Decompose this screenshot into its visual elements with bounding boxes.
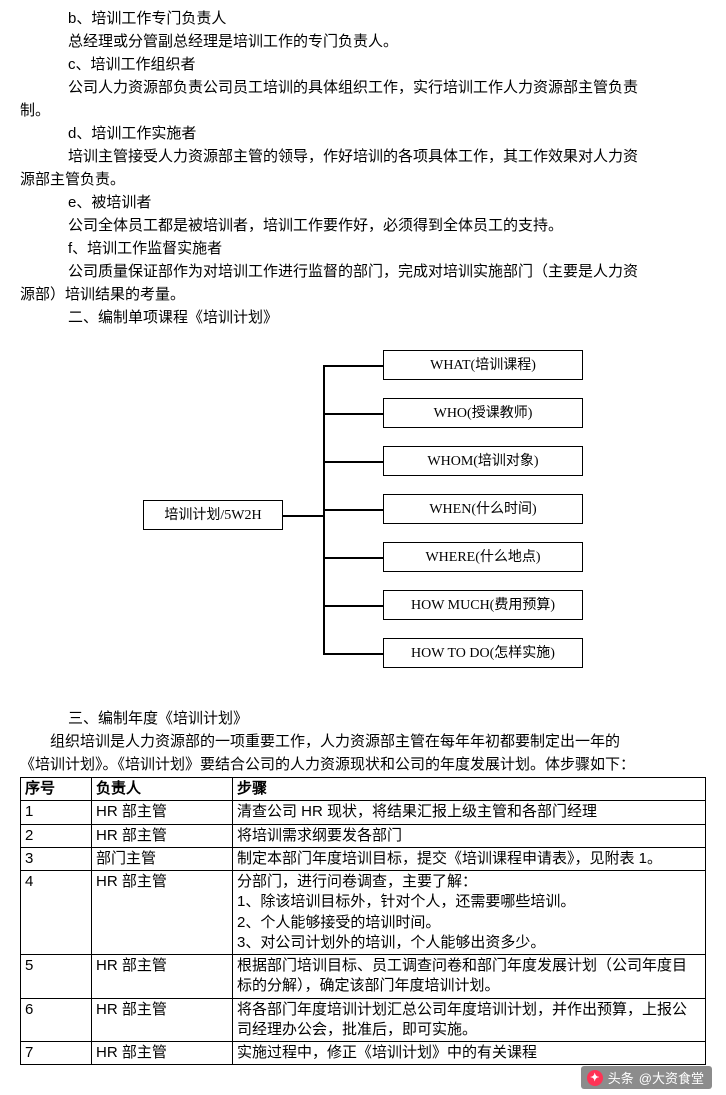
watermark-author: @大资食堂 bbox=[639, 1068, 704, 1087]
diagram-leaf-node: HOW TO DO(怎样实施) bbox=[383, 638, 583, 668]
table-row: 4HR 部主管分部门，进行问卷调查，主要了解：1、除该培训目标外，针对个人，还需… bbox=[21, 871, 706, 955]
cell-seq: 3 bbox=[21, 847, 92, 870]
cell-seq: 5 bbox=[21, 955, 92, 999]
para-f-body2: 源部）培训结果的考量。 bbox=[20, 284, 706, 305]
connector-branch bbox=[323, 461, 383, 463]
diagram-leaf-node: WHOM(培训对象) bbox=[383, 446, 583, 476]
table-row: 1HR 部主管清查公司 HR 现状，将结果汇报上级主管和各部门经理 bbox=[21, 801, 706, 824]
cell-seq: 2 bbox=[21, 824, 92, 847]
col-header-owner: 负责人 bbox=[92, 778, 233, 801]
section-2-title: 二、编制单项课程《培训计划》 bbox=[20, 307, 706, 328]
col-header-step: 步骤 bbox=[233, 778, 706, 801]
para-d-body2: 源部主管负责。 bbox=[20, 169, 706, 190]
steps-table: 序号 负责人 步骤 1HR 部主管清查公司 HR 现状，将结果汇报上级主管和各部… bbox=[20, 777, 706, 1065]
diagram-leaf-node: WHO(授课教师) bbox=[383, 398, 583, 428]
diagram-root-node: 培训计划/5W2H bbox=[143, 500, 283, 530]
cell-step: 制定本部门年度培训目标，提交《培训课程申请表》，见附表 1。 bbox=[233, 847, 706, 870]
table-header-row: 序号 负责人 步骤 bbox=[21, 778, 706, 801]
col-header-seq: 序号 bbox=[21, 778, 92, 801]
para-e-title: e、被培训者 bbox=[20, 192, 706, 213]
watermark-icon: ✦ bbox=[587, 1070, 603, 1086]
cell-step: 实施过程中，修正《培训计划》中的有关课程 bbox=[233, 1042, 706, 1065]
para-e-body: 公司全体员工都是被培训者，培训工作要作好，必须得到全体员工的支持。 bbox=[20, 215, 706, 236]
cell-owner: HR 部主管 bbox=[92, 955, 233, 999]
section-3-body1: 组织培训是人力资源部的一项重要工作，人力资源部主管在每年年初都要制定出一年的 bbox=[20, 731, 706, 752]
cell-owner: HR 部主管 bbox=[92, 824, 233, 847]
table-row: 7HR 部主管实施过程中，修正《培训计划》中的有关课程 bbox=[21, 1042, 706, 1065]
cell-seq: 4 bbox=[21, 871, 92, 955]
connector-branch bbox=[323, 605, 383, 607]
diagram-5w2h: 培训计划/5W2H WHAT(培训课程) WHO(授课教师) WHOM(培训对象) W… bbox=[103, 346, 623, 686]
watermark: ✦ 头条 @大资食堂 bbox=[581, 1066, 712, 1089]
cell-seq: 1 bbox=[21, 801, 92, 824]
table-row: 6HR 部主管将各部门年度培训计划汇总公司年度培训计划，并作出预算，上报公司经理… bbox=[21, 998, 706, 1042]
connector-branch bbox=[323, 653, 383, 655]
cell-owner: HR 部主管 bbox=[92, 1042, 233, 1065]
cell-owner: HR 部主管 bbox=[92, 801, 233, 824]
diagram-leaf-node: WHEN(什么时间) bbox=[383, 494, 583, 524]
table-row: 2HR 部主管将培训需求纲要发各部门 bbox=[21, 824, 706, 847]
cell-step: 根据部门培训目标、员工调查问卷和部门年度发展计划（公司年度目标的分解），确定该部… bbox=[233, 955, 706, 999]
table-body: 1HR 部主管清查公司 HR 现状，将结果汇报上级主管和各部门经理2HR 部主管… bbox=[21, 801, 706, 1065]
cell-step: 清查公司 HR 现状，将结果汇报上级主管和各部门经理 bbox=[233, 801, 706, 824]
para-c-body: 公司人力资源部负责公司员工培训的具体组织工作，实行培训工作人力资源部主管负责 bbox=[20, 77, 706, 98]
cell-step: 分部门，进行问卷调查，主要了解：1、除该培训目标外，针对个人，还需要哪些培训。2… bbox=[233, 871, 706, 955]
cell-seq: 7 bbox=[21, 1042, 92, 1065]
para-d-title: d、培训工作实施者 bbox=[20, 123, 706, 144]
para-d-body1: 培训主管接受人力资源部主管的领导，作好培训的各项具体工作，其工作效果对人力资 bbox=[20, 146, 706, 167]
diagram-leaf-node: WHAT(培训课程) bbox=[383, 350, 583, 380]
table-row: 5HR 部主管根据部门培训目标、员工调查问卷和部门年度发展计划（公司年度目标的分… bbox=[21, 955, 706, 999]
connector-branch bbox=[323, 557, 383, 559]
cell-owner: 部门主管 bbox=[92, 847, 233, 870]
para-b-title: b、培训工作专门负责人 bbox=[20, 8, 706, 29]
table-row: 3部门主管制定本部门年度培训目标，提交《培训课程申请表》，见附表 1。 bbox=[21, 847, 706, 870]
cell-seq: 6 bbox=[21, 998, 92, 1042]
cell-owner: HR 部主管 bbox=[92, 871, 233, 955]
watermark-prefix: 头条 bbox=[608, 1068, 634, 1087]
diagram-leaf-node: HOW MUCH(费用预算) bbox=[383, 590, 583, 620]
section-3-body2: 《培训计划》。《培训计划》要结合公司的人力资源现状和公司的年度发展计划。体步骤如… bbox=[20, 754, 706, 775]
para-b-body: 总经理或分管副总经理是培训工作的专门负责人。 bbox=[20, 31, 706, 52]
para-c-body2: 制。 bbox=[20, 100, 706, 121]
para-c-title: c、培训工作组织者 bbox=[20, 54, 706, 75]
cell-owner: HR 部主管 bbox=[92, 998, 233, 1042]
diagram-leaf-node: WHERE(什么地点) bbox=[383, 542, 583, 572]
connector-branch bbox=[323, 509, 383, 511]
section-3-title: 三、编制年度《培训计划》 bbox=[20, 708, 706, 729]
connector-branch bbox=[323, 365, 383, 367]
cell-step: 将培训需求纲要发各部门 bbox=[233, 824, 706, 847]
para-f-body1: 公司质量保证部作为对培训工作进行监督的部门，完成对培训实施部门（主要是人力资 bbox=[20, 261, 706, 282]
document-body: b、培训工作专门负责人 总经理或分管副总经理是培训工作的专门负责人。 c、培训工… bbox=[0, 0, 726, 1095]
para-f-title: f、培训工作监督实施者 bbox=[20, 238, 706, 259]
connector-root-stub bbox=[283, 515, 323, 517]
connector-branch bbox=[323, 413, 383, 415]
cell-step: 将各部门年度培训计划汇总公司年度培训计划，并作出预算，上报公司经理办公会，批准后… bbox=[233, 998, 706, 1042]
